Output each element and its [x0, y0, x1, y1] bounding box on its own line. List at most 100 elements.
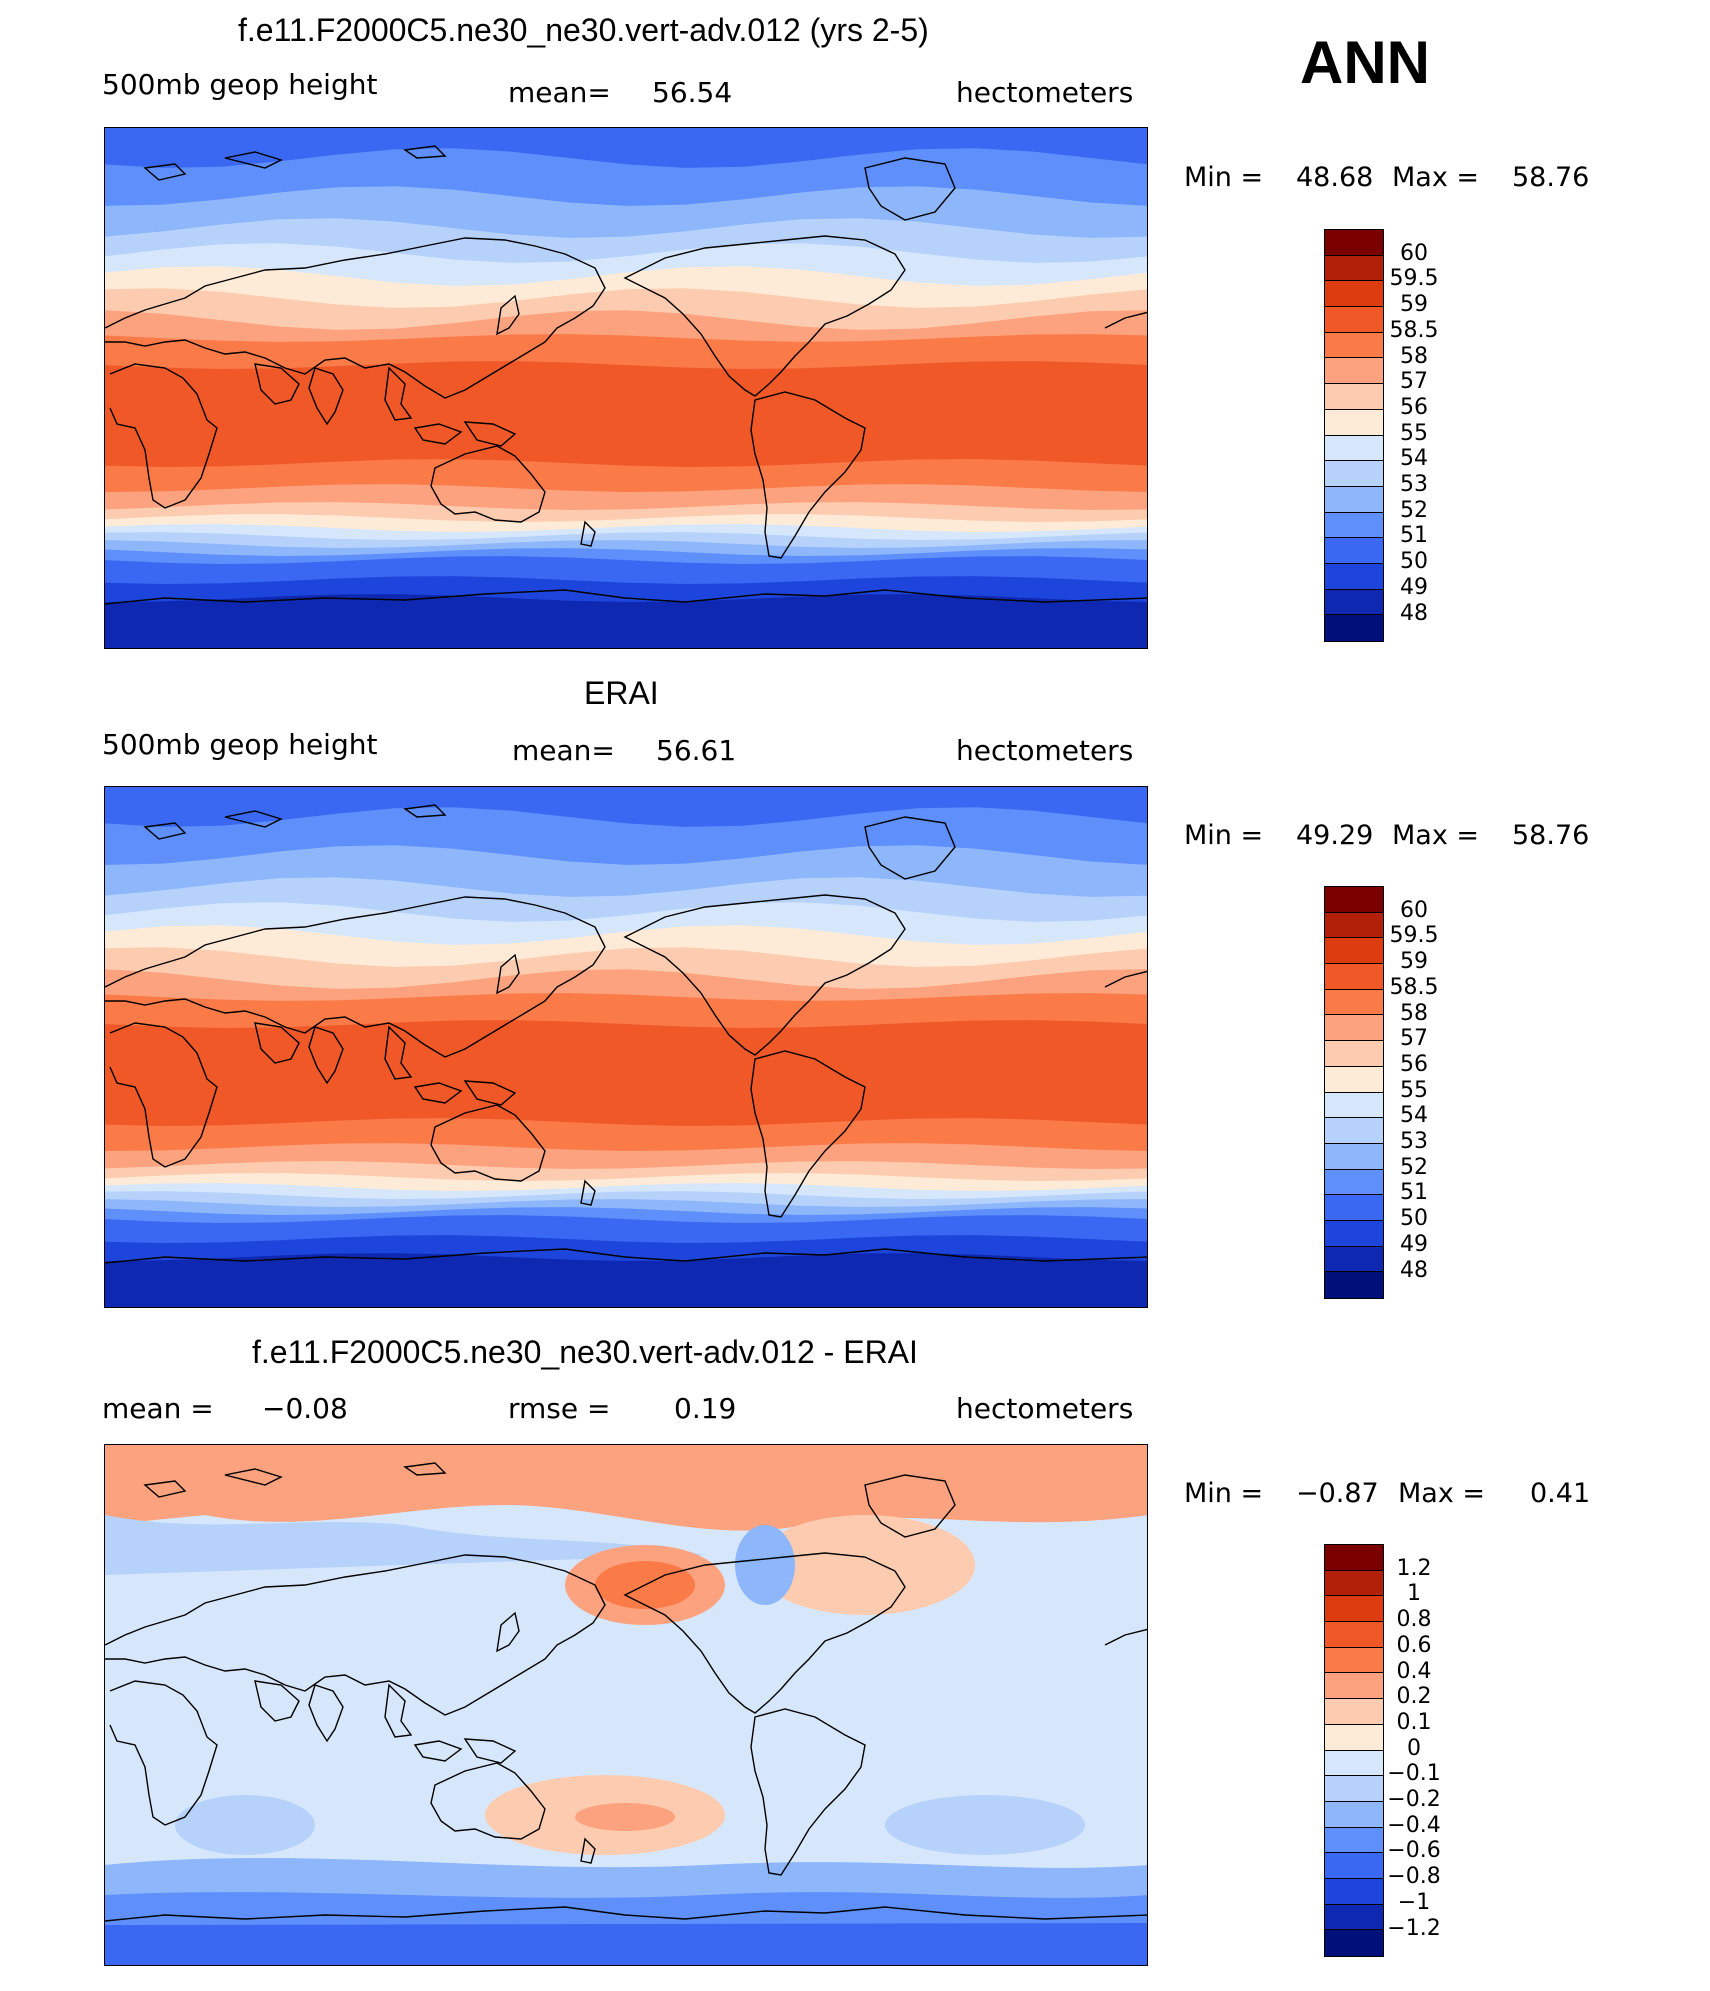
colorbar-label: 53 [1400, 1129, 1428, 1154]
panel2-min-value: 49.29 [1296, 820, 1374, 851]
panel3-units: hectometers [956, 1392, 1134, 1425]
panel3-min-label: Min = [1184, 1478, 1264, 1509]
colorbar-swatches [1324, 1544, 1384, 1957]
panel3-title: f.e11.F2000C5.ne30_ne30.vert-adv.012 - E… [252, 1334, 918, 1370]
colorbar-label: 51 [1400, 1180, 1428, 1206]
colorbar-label: −0.6 [1387, 1838, 1441, 1864]
colorbar-label: 58.5 [1389, 317, 1439, 343]
panel1-map [104, 127, 1148, 649]
colorbar-label: 57 [1400, 1026, 1428, 1052]
colorbar-label: 50 [1400, 1206, 1428, 1232]
colorbar-label: 57 [1400, 369, 1428, 395]
panel2-variable-label: 500mb geop height [102, 728, 378, 761]
colorbar-swatch [1325, 461, 1383, 487]
colorbar-swatch [1325, 1904, 1383, 1931]
colorbar-swatch [1325, 1699, 1383, 1725]
colorbar-swatches [1324, 886, 1384, 1299]
colorbar-label: 48 [1400, 1257, 1428, 1283]
colorbar-label: 60 [1400, 897, 1428, 923]
colorbar-label: 52 [1400, 1154, 1428, 1180]
colorbar-swatch [1325, 1041, 1383, 1067]
colorbar-swatch [1325, 230, 1383, 256]
panel2-colorbar: 60 59.5 59 58.5 58 57 56 55 54 53 52 51 50 49 48 [1324, 886, 1438, 1299]
colorbar-label: 59.5 [1389, 923, 1439, 949]
colorbar-label: −0.4 [1387, 1812, 1441, 1838]
colorbar-swatch [1325, 1066, 1383, 1093]
colorbar-label: 0.4 [1396, 1658, 1432, 1684]
colorbar-swatch [1325, 1220, 1383, 1247]
colorbar-label: 0.8 [1396, 1607, 1432, 1633]
colorbar-swatch [1325, 332, 1383, 359]
panel2-max-value: 58.76 [1512, 820, 1590, 851]
panel3-rmse-value: 0.19 [674, 1392, 737, 1425]
colorbar-swatch [1325, 409, 1383, 436]
colorbar-label: 55 [1400, 1077, 1428, 1103]
panel1-max-value: 58.76 [1512, 162, 1590, 193]
colorbar-label: 50 [1400, 549, 1428, 575]
panel1-mean-label: mean= [508, 76, 611, 109]
colorbar-swatch [1325, 1801, 1383, 1828]
panel3-max-value: 0.41 [1530, 1478, 1591, 1509]
colorbar-swatch [1325, 1015, 1383, 1042]
colorbar-label: 56 [1400, 1051, 1428, 1077]
colorbar-label: −0.2 [1387, 1787, 1441, 1812]
panel1-variable-label: 500mb geop height [102, 68, 378, 101]
colorbar-label: 58 [1400, 1000, 1428, 1026]
colorbar-label: 0 [1407, 1735, 1421, 1761]
colorbar-label: 54 [1400, 446, 1428, 472]
colorbar-label: 52 [1400, 497, 1428, 523]
colorbar-label: 0.6 [1396, 1632, 1432, 1658]
colorbar-label: 49 [1400, 574, 1428, 600]
colorbar-label: 58 [1400, 343, 1428, 369]
colorbar-swatch [1325, 1092, 1383, 1119]
panel2-units: hectometers [956, 734, 1134, 767]
colorbar-label: 1 [1407, 1581, 1421, 1607]
colorbar-swatch [1325, 1827, 1383, 1854]
colorbar-label: 58.5 [1389, 974, 1439, 1000]
colorbar-label: 48 [1400, 600, 1428, 626]
colorbar-swatch [1325, 281, 1383, 308]
panel3-mean-value: −0.08 [262, 1392, 348, 1425]
colorbar-swatch [1325, 589, 1383, 616]
panel3-map [104, 1444, 1148, 1966]
colorbar-swatch [1325, 1195, 1383, 1221]
colorbar-label: 0.1 [1396, 1709, 1432, 1735]
colorbar-swatch [1325, 1118, 1383, 1144]
colorbar-label: 49 [1400, 1231, 1428, 1257]
colorbar-swatch [1325, 1622, 1383, 1648]
colorbar-swatch [1325, 538, 1383, 564]
colorbar-swatch [1325, 1724, 1383, 1751]
panel2-mean-value: 56.61 [656, 734, 737, 767]
panel1-min-value: 48.68 [1296, 162, 1374, 193]
colorbar-swatch [1325, 1246, 1383, 1273]
colorbar-swatch [1325, 1853, 1383, 1879]
panel2-title: ERAI [584, 675, 659, 711]
colorbar-swatch [1325, 358, 1383, 385]
season-label: ANN [1300, 29, 1430, 96]
colorbar-swatch [1325, 1750, 1383, 1777]
colorbar-label: 59.5 [1389, 266, 1439, 292]
colorbar-label: −1 [1397, 1889, 1431, 1915]
panel3-rmse-label: rmse = [508, 1392, 611, 1425]
colorbar-swatch [1325, 938, 1383, 965]
panel2-map [104, 786, 1148, 1308]
colorbar-swatch [1325, 1930, 1383, 1956]
panel3-min-value: −0.87 [1296, 1478, 1379, 1509]
colorbar-swatch [1325, 1647, 1383, 1674]
colorbar-label: 60 [1400, 240, 1428, 266]
panel3-max-label: Max = [1398, 1478, 1486, 1509]
panel1-mean-value: 56.54 [652, 76, 733, 109]
colorbar-swatch [1325, 255, 1383, 282]
colorbar-swatch [1325, 563, 1383, 590]
colorbar-swatch [1325, 912, 1383, 939]
colorbar-swatch [1325, 486, 1383, 513]
colorbar-swatch [1325, 1272, 1383, 1298]
colorbar-label: 53 [1400, 472, 1428, 497]
panel1-max-label: Max = [1392, 162, 1480, 193]
colorbar-label: 59 [1400, 949, 1428, 975]
colorbar-swatch [1325, 307, 1383, 333]
colorbar-label: −1.2 [1387, 1915, 1441, 1941]
panel3-colorbar: 1.2 1 0.8 0.6 0.4 0.2 0.1 0 −0.1 −0.2 −0.4 −0.6 −0.8… [1324, 1544, 1441, 1957]
colorbar-swatch [1325, 1169, 1383, 1196]
colorbar-label: 51 [1400, 523, 1428, 549]
